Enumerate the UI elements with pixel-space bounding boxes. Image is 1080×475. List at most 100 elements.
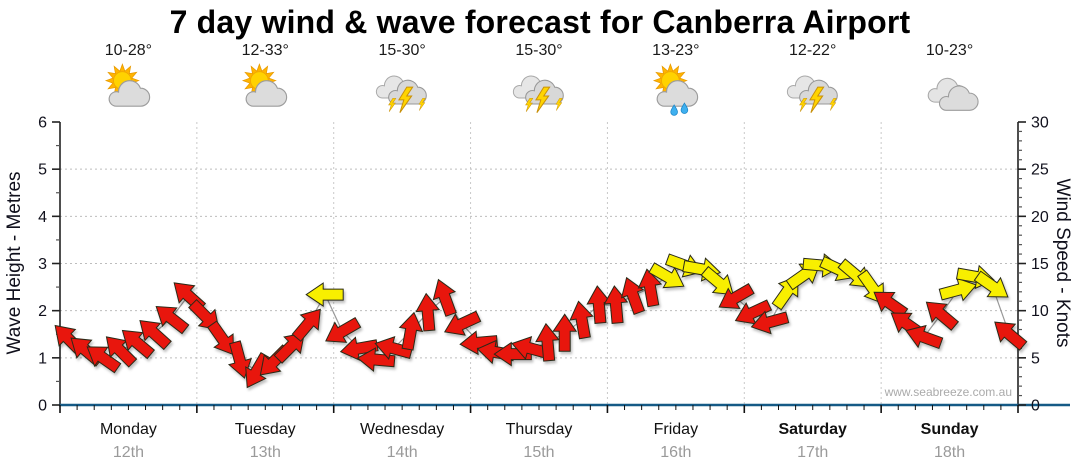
wind-arrow <box>700 265 734 296</box>
wind-arrow <box>105 336 138 368</box>
wind-arrow <box>273 332 305 364</box>
wind-arrow <box>339 336 379 361</box>
day-summary: 12-22° <box>753 42 873 121</box>
day-label: Sunday <box>921 421 979 438</box>
day-label: Monday <box>100 421 157 438</box>
rain-drop <box>670 104 678 116</box>
temperature-range: 15-30° <box>515 42 563 59</box>
temperature-range: 15-30° <box>378 42 426 59</box>
wind-arrow <box>398 311 424 351</box>
day-summary: 10-28° <box>68 42 188 121</box>
right-axis-tick-label: 20 <box>1031 209 1049 226</box>
day-label: Wednesday <box>360 421 444 438</box>
temperature-range: 12-22° <box>789 42 837 59</box>
wind-arrows-layer <box>54 253 1028 389</box>
wind-arrow <box>586 285 612 324</box>
wind-arrow-shape <box>973 270 1009 298</box>
wind-arrow-shape <box>648 262 685 289</box>
wind-arrow <box>415 292 441 332</box>
wind-arrow <box>356 347 396 372</box>
lightning-bolt <box>798 98 808 112</box>
left-axis-tick-label: 3 <box>38 256 47 273</box>
date-label: 15th <box>523 444 554 461</box>
wind-arrow-shape <box>305 282 344 308</box>
wind-arrow <box>718 283 755 310</box>
lightning-bolt <box>535 86 551 113</box>
left-axis-tick-label: 2 <box>38 303 47 320</box>
wind-arrow <box>305 282 344 308</box>
cloud-shape <box>245 80 288 107</box>
left-axis-tick-label: 6 <box>38 115 47 132</box>
wind-arrow <box>603 285 629 324</box>
day-label: Friday <box>654 421 698 438</box>
wind-arrow-shape <box>873 291 909 319</box>
wind-arrow <box>121 329 156 360</box>
wind-arrow-shape <box>339 336 379 361</box>
wind-arrow <box>648 262 685 289</box>
wind-arrow <box>552 313 578 352</box>
sun-cloud-icon <box>99 62 157 121</box>
day-summary: 15-30° <box>479 42 599 121</box>
wind-arrow-shape <box>905 324 944 350</box>
wind-arrow-shape <box>206 320 234 356</box>
left-axis-tick-label: 1 <box>38 350 47 367</box>
wind-arrow <box>432 278 457 317</box>
wind-arrow <box>873 291 909 319</box>
wind-arrow <box>86 346 122 374</box>
left-axis-tick-label: 0 <box>38 398 47 415</box>
right-axis-tick-label: 5 <box>1031 350 1040 367</box>
wind-arrow <box>973 270 1009 298</box>
wind-arrow-shape <box>356 347 396 372</box>
right-axis-tick-label: 10 <box>1031 303 1049 320</box>
right-axis-tick-label: 15 <box>1031 256 1049 273</box>
right-axis-tick-label: 0 <box>1031 398 1040 415</box>
wind-arrow <box>206 320 234 356</box>
wind-arrow-shape <box>750 310 790 335</box>
lightning-bolt <box>388 98 397 112</box>
cloud-shape <box>656 80 699 107</box>
wind-arrow-shape <box>569 300 594 340</box>
day-summary: 10-23° <box>890 42 1010 121</box>
cloud-shape <box>109 80 151 107</box>
daily-summary-row: 10-28° 12-33° 15-30° 15-30° 13-23° 12-22… <box>0 42 1080 122</box>
date-label: 16th <box>660 444 691 461</box>
lightning-bolt <box>555 98 563 111</box>
wind-arrow-shape <box>121 329 156 360</box>
wind-arrow-shape <box>155 305 190 335</box>
wind-arrow <box>155 305 190 335</box>
date-label: 17th <box>797 444 828 461</box>
day-label: Tuesday <box>235 421 296 438</box>
wind-arrow <box>569 300 594 340</box>
lightning-bolt <box>525 98 534 112</box>
rain-drop <box>680 102 689 114</box>
wind-arrow-shape <box>291 308 321 342</box>
temperature-range: 12-33° <box>241 42 289 59</box>
storm-icon <box>784 62 842 121</box>
storm-icon <box>373 62 431 121</box>
date-label: 13th <box>250 444 281 461</box>
wind-arrow-shape <box>443 310 482 336</box>
wind-arrow-shape <box>734 299 773 325</box>
storm-icon <box>510 62 568 121</box>
day-summary: 15-30° <box>342 42 462 121</box>
wind-arrow <box>734 299 773 325</box>
wind-arrow-shape <box>105 336 138 368</box>
wind-arrow-shape <box>86 346 122 374</box>
wind-arrow-shape <box>552 313 578 352</box>
lightning-bolt <box>808 86 825 113</box>
date-label: 12th <box>113 444 144 461</box>
wind-arrow-shape <box>398 311 424 351</box>
left-axis-tick-label: 5 <box>38 162 47 179</box>
sun-rain-icon <box>647 62 705 121</box>
wind-arrow <box>139 319 172 351</box>
cloud-shape <box>938 85 979 111</box>
wind-arrow <box>938 277 978 302</box>
wind-arrow <box>905 324 944 350</box>
temperature-range: 10-23° <box>925 42 974 59</box>
wind-arrow-shape <box>415 292 441 332</box>
wind-arrow-shape <box>586 285 612 324</box>
day-label: Saturday <box>778 421 847 438</box>
wind-arrow-shape <box>637 268 663 308</box>
